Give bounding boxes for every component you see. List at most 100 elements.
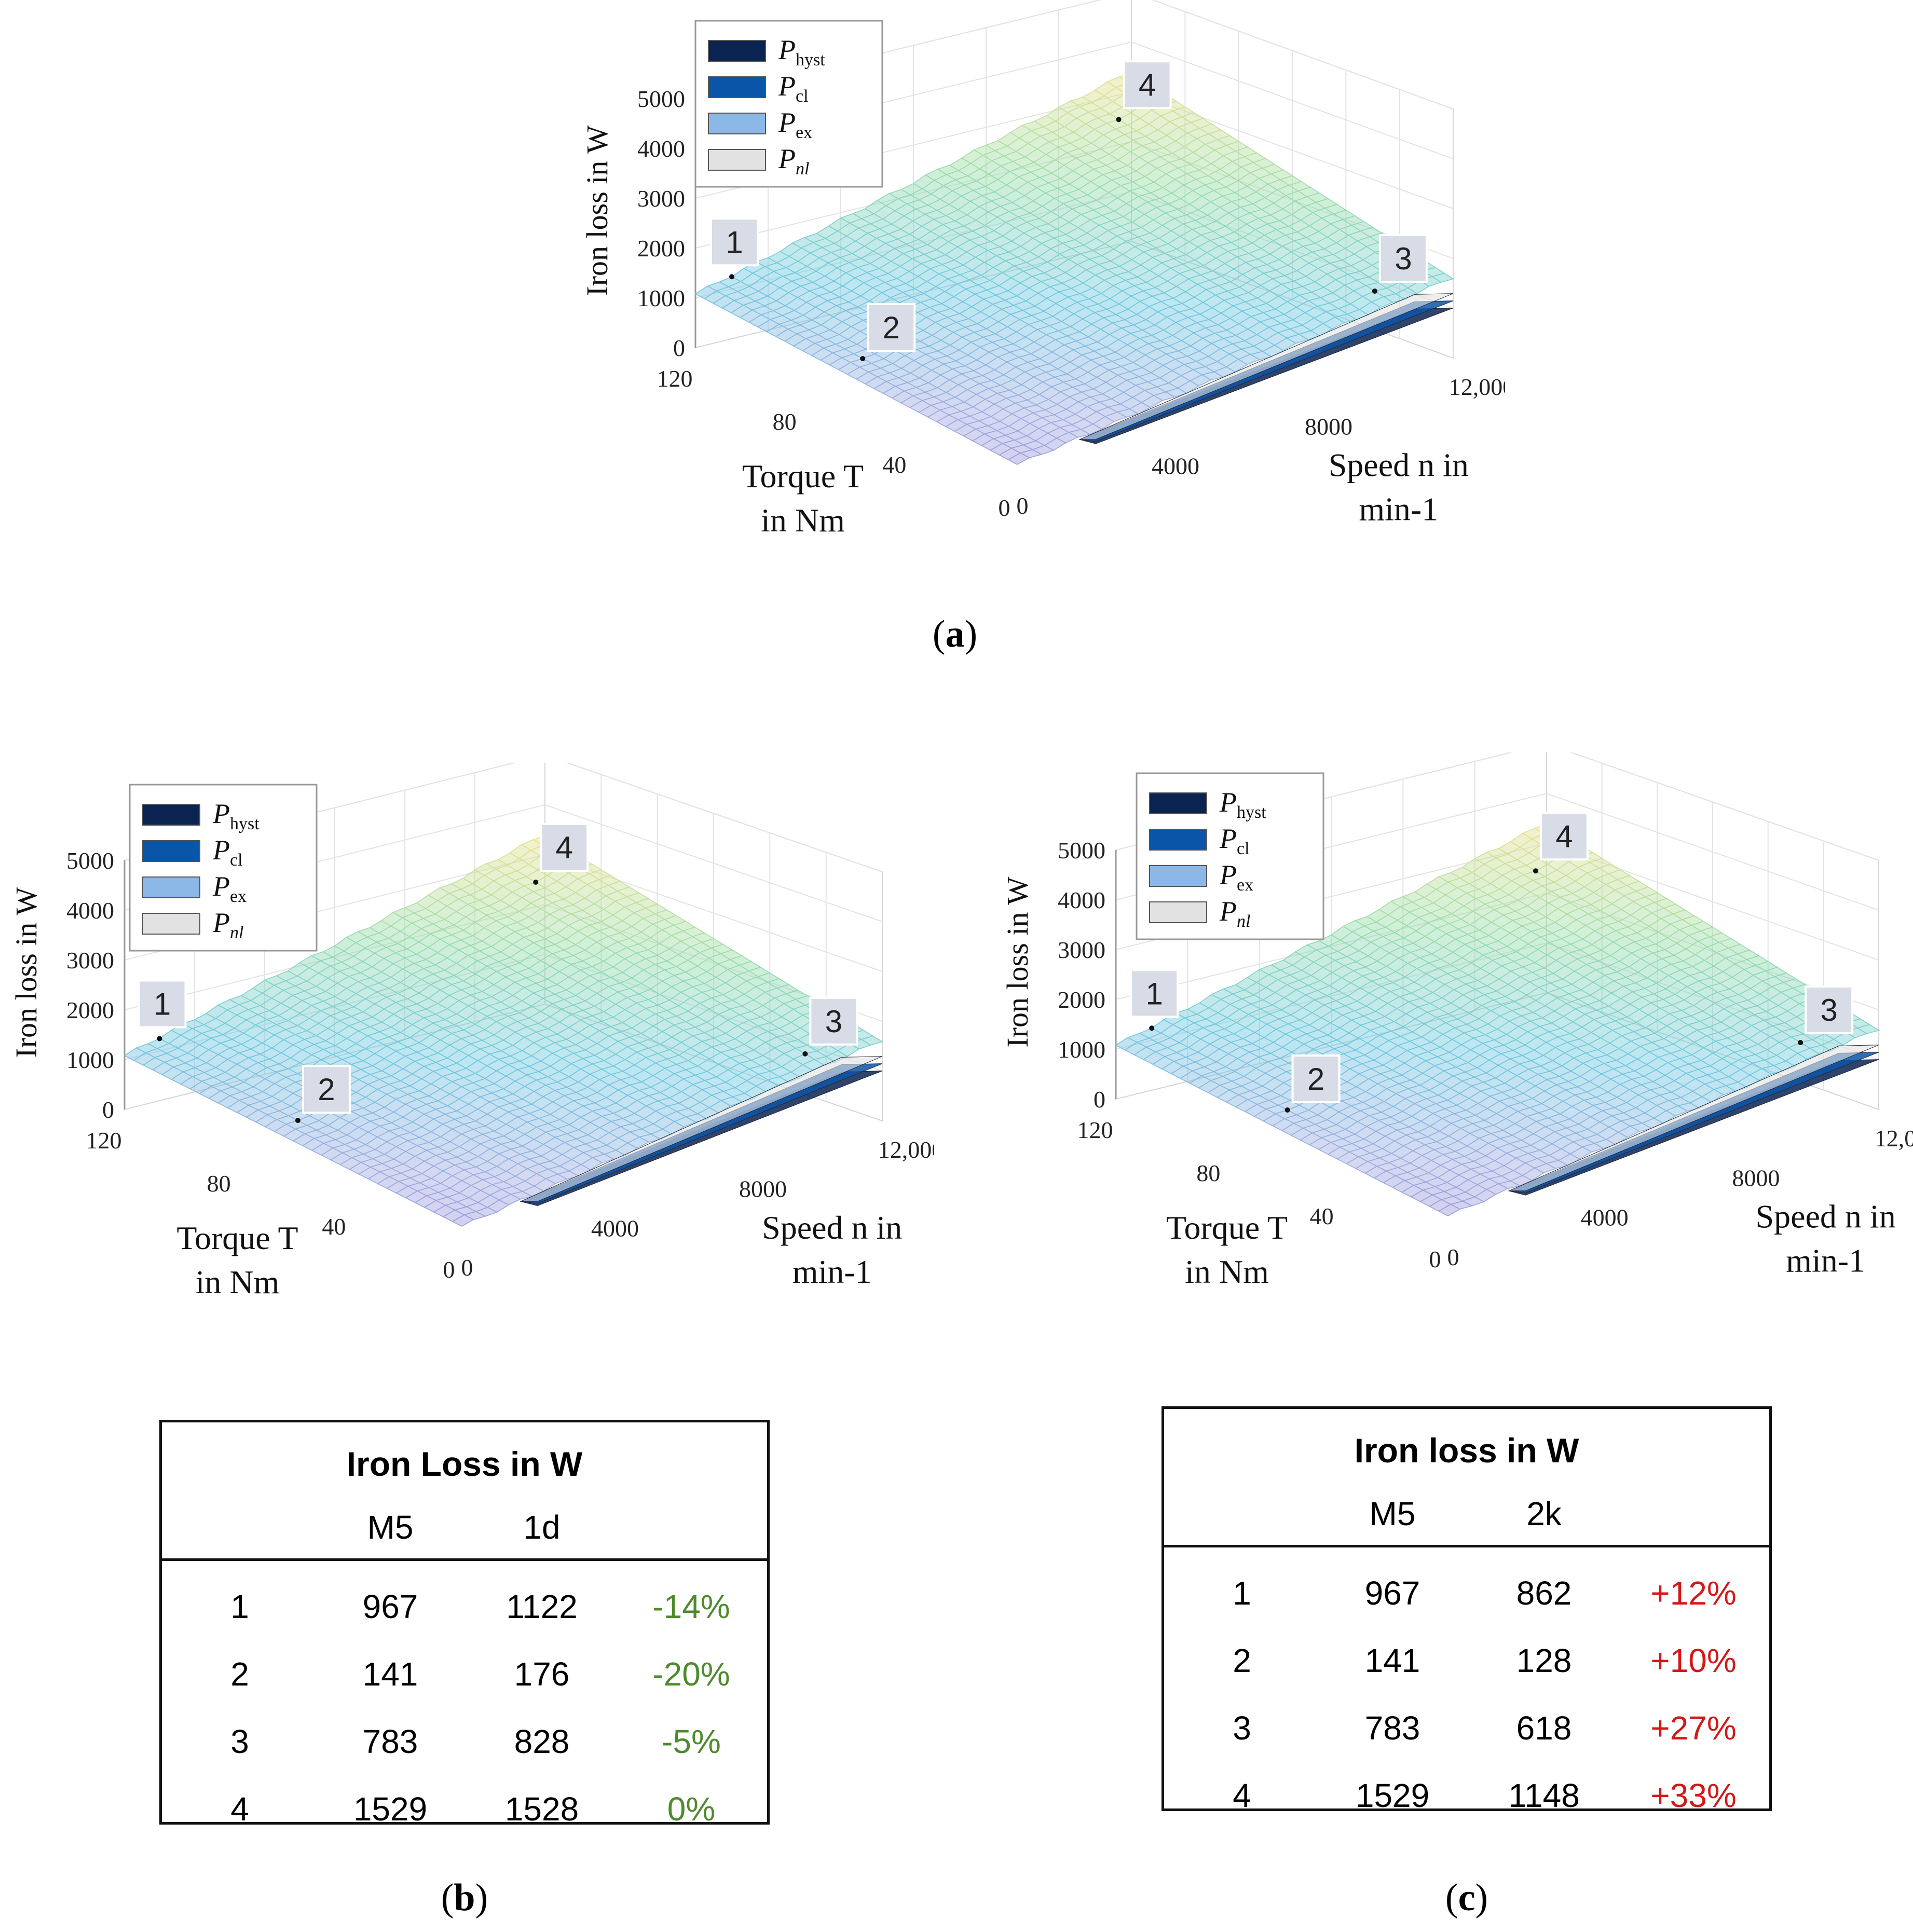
grid-line xyxy=(124,903,883,1022)
point-label-box xyxy=(1291,1054,1341,1104)
point-label-box xyxy=(540,823,589,872)
torque-tick-label: 120 xyxy=(86,1127,122,1154)
table-title: Iron loss in W xyxy=(1354,1431,1579,1470)
legend-subscript: cl xyxy=(796,87,809,106)
speed-tick-label: 0 xyxy=(461,1254,473,1281)
row-index: 2 xyxy=(1233,1642,1251,1679)
caption-c: (c) xyxy=(1445,1876,1488,1919)
point-marker xyxy=(860,356,866,362)
column-header: 2k xyxy=(1526,1495,1562,1532)
change-percent: -14% xyxy=(652,1588,730,1625)
point-label: 2 xyxy=(883,310,900,345)
point-label: 1 xyxy=(1145,976,1163,1011)
table-cell: 967 xyxy=(362,1588,418,1625)
legend-subscript: nl xyxy=(1237,912,1250,931)
torque-tick-label: 0 xyxy=(443,1256,455,1283)
z-tick-label: 2000 xyxy=(66,997,114,1023)
legend-swatch xyxy=(708,76,766,98)
legend-label: Pcl xyxy=(212,834,243,870)
legend-swatch xyxy=(142,876,200,898)
point-marker xyxy=(295,1118,300,1123)
z-tick-label: 0 xyxy=(673,335,685,361)
legend-subscript: ex xyxy=(796,123,812,142)
legend-label: Pnl xyxy=(212,907,243,942)
point-label-box xyxy=(1378,234,1428,283)
change-percent: +12% xyxy=(1650,1574,1737,1612)
legend-swatch xyxy=(708,149,766,171)
torque-axis-label: Torque T xyxy=(176,1220,298,1256)
grid-line xyxy=(1115,892,1879,1010)
legend-subscript: ex xyxy=(1237,875,1253,895)
torque-axis-unit: in Nm xyxy=(761,502,845,539)
point-label: 2 xyxy=(318,1072,335,1107)
legend-subscript: ex xyxy=(230,887,247,906)
table-cell: 1122 xyxy=(506,1588,578,1625)
column-header: 1d xyxy=(523,1509,561,1546)
table-cell: 783 xyxy=(362,1723,418,1760)
row-index: 4 xyxy=(230,1790,249,1828)
change-percent: 0% xyxy=(667,1790,716,1828)
z-tick-label: 0 xyxy=(102,1097,114,1123)
component-surface xyxy=(521,1056,883,1202)
legend-symbol: P xyxy=(778,107,796,138)
point-label: 3 xyxy=(1395,241,1412,276)
table-cell: 141 xyxy=(1364,1642,1420,1679)
legend-swatch xyxy=(708,40,766,62)
point-label: 1 xyxy=(154,986,171,1021)
torque-tick-label: 0 xyxy=(999,495,1010,521)
caption-a: (a) xyxy=(932,613,978,655)
speed-axis-label: Speed n in xyxy=(762,1209,902,1246)
legend-swatch xyxy=(142,913,200,935)
legend-label: Pex xyxy=(1219,859,1253,895)
torque-tick-label: 40 xyxy=(1310,1203,1334,1229)
iron-loss-table-1d: Iron Loss in W M5 1d 1 967 1122 -14% 2 141 176… xyxy=(159,1420,770,1828)
z-axis-label: Iron loss in W xyxy=(1001,876,1034,1047)
point-label-box xyxy=(138,979,187,1029)
point-marker xyxy=(1149,1025,1155,1031)
speed-axis-label: Speed n in xyxy=(1756,1198,1896,1235)
speed-tick-label: 12,000 xyxy=(878,1136,934,1163)
point-marker xyxy=(1533,868,1538,874)
speed-axis-unit: min-1 xyxy=(1786,1242,1865,1279)
legend-swatch xyxy=(1149,792,1207,814)
legend-subscript: nl xyxy=(230,923,243,942)
speed-tick-label: 12,000 xyxy=(1449,374,1505,400)
change-percent: +33% xyxy=(1650,1777,1737,1814)
grid-line xyxy=(124,953,883,1072)
speed-tick-label: 8000 xyxy=(739,1176,787,1202)
torque-axis-unit: in Nm xyxy=(196,1264,280,1300)
legend-swatch xyxy=(1149,829,1207,851)
z-tick-label: 0 xyxy=(1094,1086,1105,1113)
speed-tick-label: 0 xyxy=(1017,492,1029,519)
table-divider xyxy=(1164,1545,1769,1547)
legend-subscript: hyst xyxy=(230,814,259,833)
legend-symbol: P xyxy=(778,34,796,65)
legend-subscript: hyst xyxy=(796,50,825,70)
point-label: 4 xyxy=(1139,67,1156,102)
row-index: 2 xyxy=(230,1655,249,1693)
legend-swatch xyxy=(142,840,200,862)
table-cell: 176 xyxy=(514,1655,570,1693)
legend-label: Pex xyxy=(778,107,812,142)
torque-tick-label: 80 xyxy=(1196,1160,1220,1186)
column-header: M5 xyxy=(1369,1495,1416,1532)
torque-tick-label: 120 xyxy=(1077,1117,1113,1143)
legend-swatch xyxy=(1149,901,1207,923)
point-marker xyxy=(729,274,734,280)
point-label-box xyxy=(1539,812,1589,861)
point-marker xyxy=(1116,117,1122,122)
point-label-box xyxy=(809,996,858,1046)
speed-tick-label: 8000 xyxy=(1305,413,1352,440)
row-index: 3 xyxy=(230,1723,249,1760)
speed-tick-label: 8000 xyxy=(1732,1164,1780,1191)
legend-label: Pcl xyxy=(1219,823,1250,858)
change-percent: -20% xyxy=(652,1655,730,1693)
z-tick-label: 3000 xyxy=(637,185,685,212)
change-percent: +27% xyxy=(1650,1709,1737,1747)
z-tick-label: 5000 xyxy=(1058,837,1105,864)
speed-tick-label: 4000 xyxy=(1581,1204,1629,1231)
